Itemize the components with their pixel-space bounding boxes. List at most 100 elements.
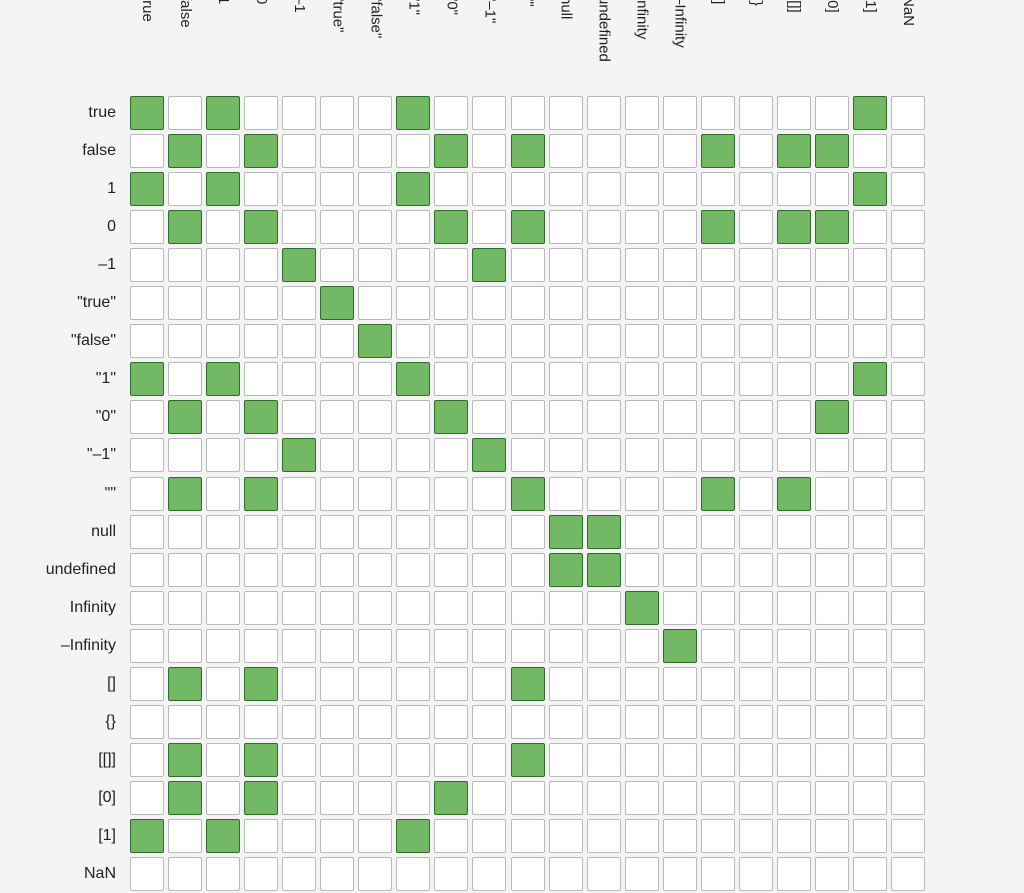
cell-not-equal [396, 666, 431, 701]
cell-not-equal [891, 552, 925, 587]
column-label-text: [] [709, 0, 727, 5]
cell-not-equal [244, 514, 279, 549]
cell-not-equal [472, 857, 507, 891]
row-label: [1] [98, 826, 116, 844]
cell-not-equal [700, 857, 735, 891]
cell-not-equal [624, 780, 659, 815]
cell-not-equal [586, 857, 621, 891]
cell-not-equal [738, 400, 773, 435]
cell-not-equal [852, 210, 887, 245]
cell-not-equal [244, 704, 279, 739]
cell-not-equal [548, 96, 583, 130]
cell-not-equal [776, 324, 811, 359]
cell-not-equal [776, 400, 811, 435]
cell-not-equal [168, 590, 203, 625]
cell-not-equal [358, 362, 393, 397]
cell-not-equal [320, 248, 355, 283]
cell-not-equal [700, 362, 735, 397]
row-label: {} [105, 712, 116, 730]
cell-not-equal [586, 818, 621, 853]
cell-not-equal [776, 857, 811, 891]
cell-not-equal [282, 286, 317, 321]
cell-not-equal [624, 210, 659, 245]
cell-not-equal [738, 857, 773, 891]
cell-not-equal [472, 742, 507, 777]
cell-not-equal [548, 400, 583, 435]
cell-not-equal [548, 324, 583, 359]
cell-not-equal [814, 172, 849, 207]
cell-not-equal [624, 172, 659, 207]
column-label: "true" [318, 0, 356, 92]
cell-not-equal [891, 400, 925, 435]
cell-not-equal [852, 324, 887, 359]
cell-not-equal [282, 590, 317, 625]
cell-not-equal [206, 780, 241, 815]
cell-not-equal [891, 96, 925, 130]
cell-not-equal [738, 590, 773, 625]
cell-not-equal [852, 476, 887, 511]
cell-not-equal [320, 590, 355, 625]
cell-equal [168, 134, 203, 169]
cell-not-equal [586, 590, 621, 625]
cell-not-equal [358, 400, 393, 435]
column-label: {} [737, 0, 775, 92]
cell-equal [244, 666, 279, 701]
column-label: "–1" [470, 0, 508, 92]
cell-not-equal [814, 704, 849, 739]
cell-not-equal [472, 590, 507, 625]
cell-equal [434, 134, 469, 169]
cell-not-equal [738, 818, 773, 853]
row-label: true [88, 104, 116, 121]
cell-not-equal [282, 324, 317, 359]
cell-not-equal [548, 780, 583, 815]
cell-not-equal [662, 552, 697, 587]
cell-not-equal [282, 514, 317, 549]
row-label: null [91, 522, 116, 540]
cell-not-equal [510, 857, 545, 891]
cell-equal [700, 476, 735, 511]
cell-not-equal [852, 818, 887, 853]
cell-not-equal [472, 552, 507, 587]
cell-not-equal [282, 172, 317, 207]
cell-not-equal [472, 134, 507, 169]
cell-not-equal [548, 210, 583, 245]
cell-not-equal [130, 780, 164, 815]
cell-not-equal [548, 248, 583, 283]
cell-not-equal [434, 96, 469, 130]
cell-equal [814, 134, 849, 169]
cell-not-equal [891, 780, 925, 815]
cell-not-equal [738, 476, 773, 511]
cell-not-equal [396, 628, 431, 663]
cell-not-equal [396, 552, 431, 587]
cell-not-equal [320, 780, 355, 815]
cell-not-equal [814, 666, 849, 701]
cell-not-equal [662, 818, 697, 853]
cell-not-equal [168, 514, 203, 549]
cell-not-equal [396, 780, 431, 815]
row-label: "–1" [86, 446, 116, 464]
cell-not-equal [814, 476, 849, 511]
cell-not-equal [472, 666, 507, 701]
row-label: [] [107, 674, 116, 692]
cell-not-equal [320, 666, 355, 701]
cell-not-equal [700, 552, 735, 587]
cell-equal [168, 666, 203, 701]
column-label-text: true [139, 0, 156, 22]
cell-not-equal [891, 514, 925, 549]
cell-not-equal [206, 514, 241, 549]
cell-not-equal [320, 96, 355, 130]
cell-not-equal [130, 590, 164, 625]
cell-not-equal [282, 780, 317, 815]
cell-equal [472, 248, 507, 283]
cell-equal [396, 96, 431, 130]
cell-not-equal [510, 286, 545, 321]
cell-not-equal [244, 818, 279, 853]
cell-not-equal [282, 210, 317, 245]
cell-not-equal [130, 438, 164, 473]
cell-equal [206, 818, 241, 853]
cell-equal [244, 400, 279, 435]
cell-not-equal [396, 742, 431, 777]
cell-not-equal [852, 248, 887, 283]
cell-not-equal [358, 552, 393, 587]
cell-not-equal [396, 438, 431, 473]
